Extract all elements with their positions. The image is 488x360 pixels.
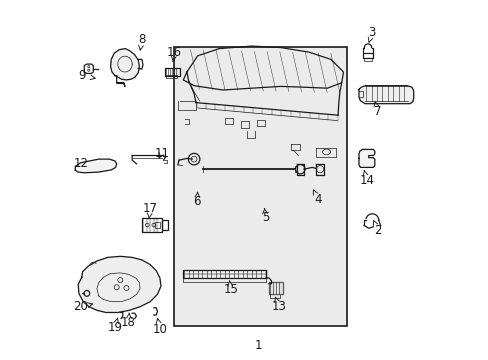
Bar xyxy=(142,218,162,232)
Text: 6: 6 xyxy=(193,192,200,208)
Polygon shape xyxy=(110,49,139,80)
Bar xyxy=(174,47,346,326)
Text: 2: 2 xyxy=(372,221,381,237)
Polygon shape xyxy=(78,256,161,312)
Text: 7: 7 xyxy=(373,102,381,118)
Bar xyxy=(224,118,232,124)
Text: 4: 4 xyxy=(313,190,322,206)
Text: 18: 18 xyxy=(121,313,136,329)
Bar xyxy=(268,282,282,294)
Text: 20: 20 xyxy=(73,300,92,313)
Text: 17: 17 xyxy=(142,202,157,218)
Bar xyxy=(363,58,371,61)
Bar xyxy=(162,220,168,230)
Text: 1: 1 xyxy=(255,339,262,352)
Text: 12: 12 xyxy=(73,157,88,170)
Polygon shape xyxy=(358,86,413,104)
Bar xyxy=(270,294,280,298)
Text: 5: 5 xyxy=(261,208,268,224)
Text: 15: 15 xyxy=(223,280,238,296)
Bar xyxy=(164,68,179,76)
Text: 11: 11 xyxy=(154,147,169,159)
Bar xyxy=(183,278,265,282)
Text: 3: 3 xyxy=(367,26,375,42)
Polygon shape xyxy=(358,149,374,167)
Text: 16: 16 xyxy=(166,46,182,62)
Bar xyxy=(257,120,264,126)
Polygon shape xyxy=(268,282,282,294)
Text: 8: 8 xyxy=(138,33,145,50)
Bar xyxy=(155,222,159,228)
Bar xyxy=(362,53,373,58)
Text: 10: 10 xyxy=(152,319,167,336)
Polygon shape xyxy=(75,159,117,173)
Text: 13: 13 xyxy=(271,297,285,313)
Text: 19: 19 xyxy=(107,318,122,334)
Bar xyxy=(183,270,265,278)
Bar xyxy=(166,75,177,78)
Text: 9: 9 xyxy=(78,69,95,82)
Bar xyxy=(241,121,248,128)
Text: 14: 14 xyxy=(359,171,374,186)
